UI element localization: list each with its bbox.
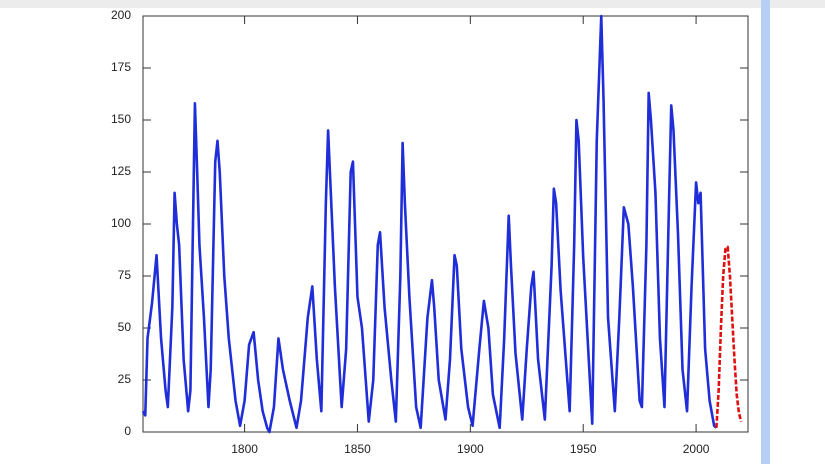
x-tick-label: 1950 [570,442,597,456]
y-tick-label: 200 [111,8,131,22]
x-tick-label: 1900 [457,442,484,456]
y-tick-label: 125 [111,164,131,178]
y-tick-label: 75 [118,268,132,282]
x-tick-label: 1800 [231,442,258,456]
x-tick-label: 2000 [683,442,710,456]
data-line [715,245,743,428]
y-tick-label: 25 [118,372,132,386]
y-tick-label: 150 [111,112,131,126]
data-line [141,14,718,434]
y-tick-label: 50 [118,320,132,334]
top-strip [0,0,825,8]
y-tick-label: 0 [124,424,131,438]
y-tick-label: 100 [111,216,131,230]
side-bar [761,0,770,464]
y-tick-label: 175 [111,60,131,74]
x-tick-label: 1850 [344,442,371,456]
